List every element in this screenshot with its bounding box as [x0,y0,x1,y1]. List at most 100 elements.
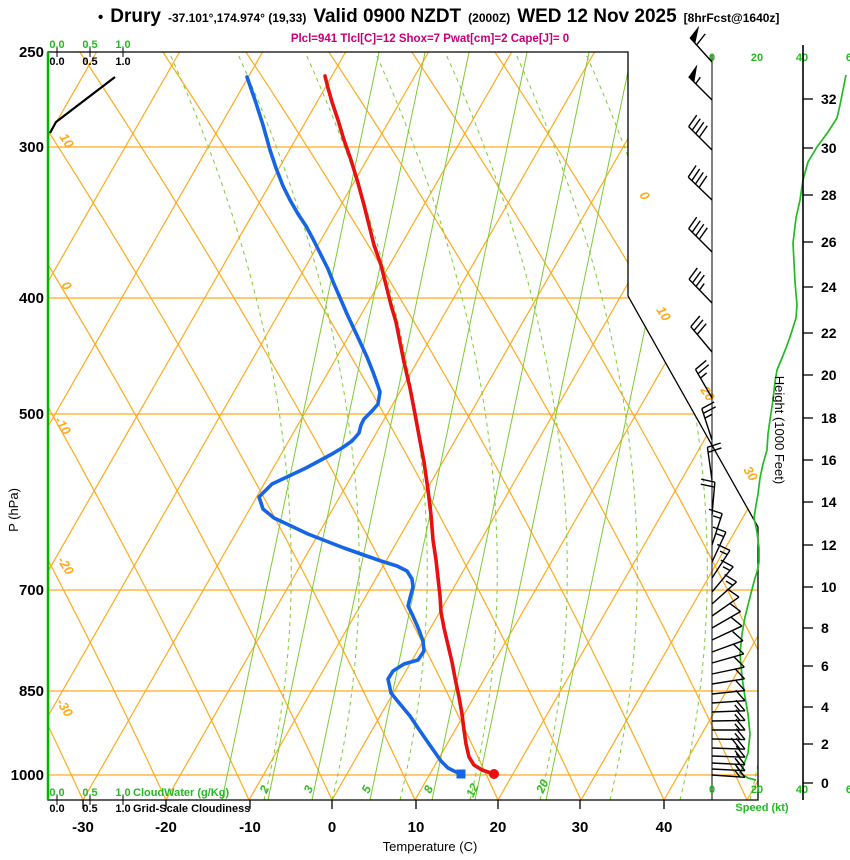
cloudiness-scale-label: 0.0 [49,56,64,68]
wind-barb [711,679,746,695]
wind-barb [711,656,745,675]
wind-barb [711,630,744,653]
wind-barb [694,359,713,399]
station-bullet-icon: • [98,9,104,26]
temp-tick-label: -20 [155,819,177,836]
cloudwater-scale-label: 0.0 [49,39,64,51]
height-tick-label: 8 [821,620,829,636]
height-tick-label: 4 [821,699,829,715]
height-axis-title: Height (1000 Feet) [772,376,787,484]
mixing-ratio-label: 2 [256,783,272,796]
valid-time: Valid 0900 NZDT [313,6,462,27]
grid-lines [48,52,758,800]
pressure-tick-label: 850 [19,683,44,700]
wind-barb [701,401,717,441]
height-tick-label: 2 [821,736,829,752]
station-name: Drury [110,6,161,27]
temp-tick-label: 30 [572,819,589,836]
title-bar: • Drury -37.101°,174.974° (19,33) Valid … [98,6,779,28]
pressure-tick-label: 1000 [11,767,44,784]
height-tick-label: 10 [821,579,837,595]
wind-barb [711,573,737,605]
wind-speed-curve [738,74,847,781]
grid-line-label: 10 [654,303,675,324]
cloudwater-axis-title: CloudWater (g/Kg) [133,787,229,799]
height-tick-label: 24 [821,279,837,295]
dewpoint-curve [245,75,463,776]
station-coords: -37.101°,174.974° (19,33) [167,11,307,25]
temp-tick-label: 10 [408,819,425,836]
speed-scale-label: 60 [846,52,850,64]
wind-barb [690,315,713,353]
surface-dewpoint-marker [456,769,466,779]
speed-scale-label: 40 [796,52,808,64]
mixing-ratio-label: 8 [421,783,437,795]
wind-barb [711,689,746,704]
wind-barb [711,668,746,685]
wind-barb [711,709,746,722]
wind-barb [712,718,746,731]
wind-barb [688,64,713,101]
cloudiness-trace [49,76,116,134]
wind-barb [711,643,745,664]
cloudiness-scale-label: 0.0 [49,803,64,815]
cloudwater-scale-label: 1.0 [115,39,130,51]
wind-barb [711,559,734,593]
cloudwater-scale-label: 1.0 [115,787,130,799]
speed-scale-label: 60 [846,784,850,796]
height-tick-label: 32 [821,91,837,107]
mixing-ratio-label: 3 [301,783,317,795]
pressure-tick-label: 300 [19,139,44,156]
height-tick-label: 0 [821,775,829,791]
wind-barb [700,478,716,516]
wind-barb [711,543,731,579]
cloudiness-scale-label: 0.5 [82,803,97,815]
height-tick-label: 20 [821,367,837,383]
cloudwater-scale-label: 0.5 [82,39,97,51]
temperature-curve [323,74,496,776]
wind-barb [711,588,740,617]
wind-barb [711,728,746,741]
speed-scale-label: 0 [709,52,715,64]
valid-date: WED 12 Nov 2025 [517,6,677,27]
temp-axis-title: Temperature (C) [383,839,478,854]
cloudiness-axis-title: Grid-Scale Cloudiness [133,803,250,815]
wind-barb [687,165,713,201]
temp-tick-label: 40 [656,819,673,836]
cloudwater-scale-label: 0.5 [82,787,97,799]
temp-tick-label: 0 [328,819,336,836]
wind-barb [711,765,746,779]
pressure-tick-label: 500 [19,406,44,423]
grid-line-label: 0 [637,188,654,203]
mixing-ratio-label: 20 [533,777,552,796]
mixing-ratio-label: 12 [463,781,481,799]
pressure-tick-label: 700 [19,582,44,599]
grid-line-label: 0 [59,278,76,293]
grid-line-label: -30 [53,696,76,721]
wind-barb [711,602,742,629]
height-tick-label: 28 [821,187,837,203]
speed-axis-title: Speed (kt) [735,802,789,814]
height-tick-label: 14 [821,494,837,510]
wind-barb [711,737,746,750]
wind-barb [688,114,713,151]
height-tick-label: 22 [821,325,837,341]
forecast-tag: [8hrFcst@1640z] [683,11,780,25]
height-tick-label: 30 [821,140,837,156]
stability-parameters: Plcl=941 Tlcl[C]=12 Shox=7 Pwat[cm]=2 Ca… [290,33,570,45]
wind-barb [688,216,713,253]
grid-line-label: -10 [51,414,74,439]
temp-tick-label: -10 [239,819,261,836]
cloudiness-scale-label: 1.0 [115,56,130,68]
grid-line-label: 20 [697,383,718,405]
pressure-tick-label: 250 [19,44,44,61]
wind-barb [688,267,713,304]
cloudiness-scale-label: 0.5 [82,56,97,68]
wind-barb [711,699,746,713]
height-tick-label: 18 [821,410,837,426]
wind-barb [711,526,727,563]
temp-tick-label: 20 [490,819,507,836]
speed-scale-label: 20 [751,52,763,64]
valid-zulu: (2000Z) [468,11,511,25]
